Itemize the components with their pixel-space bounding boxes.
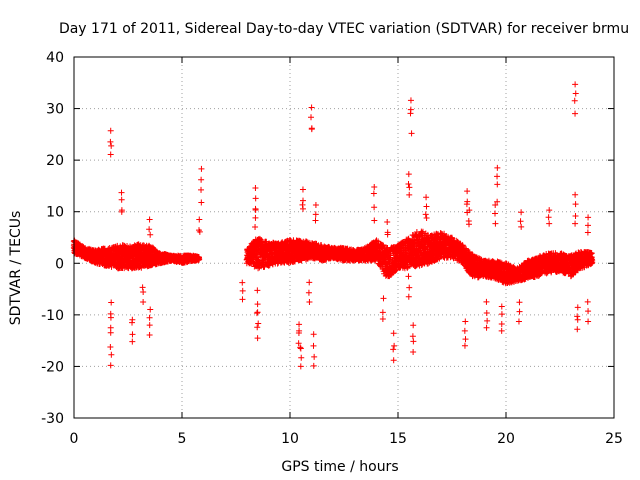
data-points <box>70 81 596 370</box>
data-point <box>255 265 262 272</box>
data-point <box>196 256 203 263</box>
grid <box>74 57 614 418</box>
chart-title: Day 171 of 2011, Sidereal Day-to-day VTE… <box>59 21 629 37</box>
